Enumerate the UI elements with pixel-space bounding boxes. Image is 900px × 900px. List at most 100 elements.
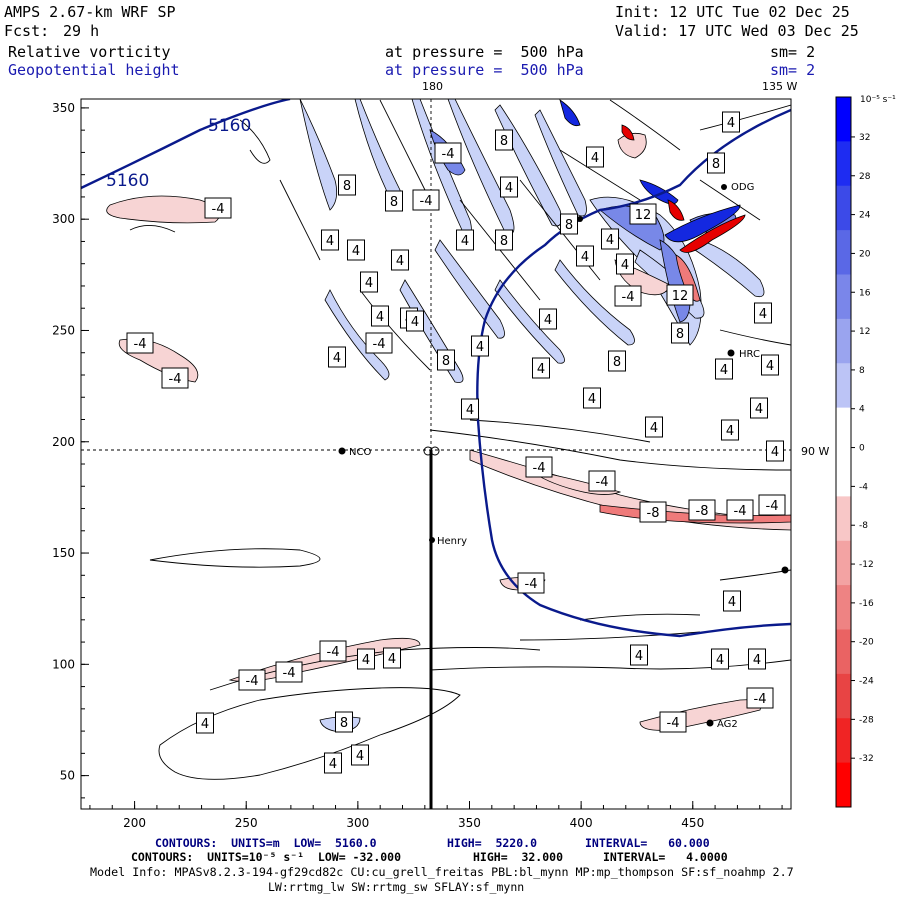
vorticity-label: 8 [495,129,513,151]
vorticity-label: 4 [722,111,740,133]
vorticity-label: 4 [196,712,214,734]
colorbar-swatch [836,141,851,187]
vorticity-label-text: -8 [647,506,660,521]
vorticity-label-box [630,644,648,666]
vorticity-label: 4 [748,648,766,670]
vorticity-label-box [608,350,626,372]
vorticity-label-box [758,494,786,516]
vorticity-label: -8 [639,501,667,523]
vorticity-label-box [616,253,634,275]
model-title: AMPS 2.67-km WRF SP [4,3,176,21]
vorticity-label-box [347,239,365,261]
height-label: 5160 [106,171,149,191]
y-tick-label: 200 [52,435,75,449]
vorticity-label: -4 [659,711,687,733]
vorticity-label: 4 [616,253,634,275]
vorticity-label-box [365,332,393,354]
vorticity-label: 8 [608,350,626,372]
vorticity-label-box [645,416,663,438]
colorbar-tick-label: -4 [859,482,868,492]
vorticity-label-text: 4 [388,652,396,667]
vorticity-label-text: 4 [466,403,474,418]
vorticity-label-box [321,229,339,251]
vorticity-label-text: -4 [442,147,455,162]
vorticity-label-text: 8 [565,218,573,233]
vorticity-label-text: 4 [461,234,469,249]
vorticity-label-text: 4 [329,757,337,772]
vorticity-label-text: -4 [766,499,779,514]
vorticity-label-box [586,146,604,168]
vorticity-label-box [750,397,768,419]
init-time: Init: 12 UTC Tue 02 Dec 25 [615,3,850,21]
station-ag2-label: AG2 [717,719,738,730]
vorticity-label-text: -4 [283,666,296,681]
x-tick-label: 200 [123,816,146,830]
vorticity-label-box [666,284,694,306]
vorticity-label-text: 4 [411,315,419,330]
vorticity-label-box [161,367,189,389]
vorticity-label-box [560,213,578,235]
vorticity-label-box [275,661,303,683]
vorticity-label-box [385,190,403,212]
height-contour-5160-a [81,99,291,190]
vorticity-label-box [371,305,389,327]
vorticity-label-box [721,419,739,441]
station-nco-label: NCO [349,447,371,458]
vorticity-label: -4 [614,285,642,307]
height-contour-5160-b [476,108,791,638]
vorticity-label-box [338,174,356,196]
colorbar-title: 10⁻⁵ s⁻¹ [860,95,896,105]
vorticity-label-text: 8 [343,179,351,194]
vorticity-label: 4 [357,648,375,670]
x-tick-label: 400 [570,816,593,830]
vorticity-label-text: 4 [727,116,735,131]
vorticity-label-box [437,349,455,371]
vorticity-label-box [525,456,553,478]
vorticity-label-text: 4 [365,276,373,291]
vorticity-label: 4 [500,176,518,198]
colorbar-tick-label: -32 [859,754,874,764]
vorticity-label-box [319,640,347,662]
vorticity-label-box [688,499,716,521]
vorticity-label: -4 [238,669,266,691]
colorbar-swatch [836,318,851,364]
vorticity-label: 8 [338,174,356,196]
vorticity-label-text: -4 [212,202,225,217]
field2-level: at pressure = 500 hPa [385,61,584,79]
vorticity-label: 4 [532,357,550,379]
height-contour-info-b: HIGH= 5220.0 [447,836,538,850]
vorticity-label: 12 [629,203,657,225]
vorticity-label-text: -4 [734,504,747,519]
vorticity-label: 8 [671,322,689,344]
vorticity-label-box [639,501,667,523]
vorticity-label: -4 [275,661,303,683]
vorticity-label-box [500,176,518,198]
colorbar-tick-label: 16 [859,288,871,298]
field2-name: Geopotential height [8,61,180,79]
colorbar-swatch [836,407,851,453]
vorticity-label: -4 [525,456,553,478]
vorticity-contour-info-c: INTERVAL= 4.0000 [603,850,728,864]
y-tick-label: 350 [52,101,75,115]
model-info: Model Info: MPASv8.2.3-194-gf29cd82c CU:… [90,865,794,879]
vorticity-label: 8 [495,229,513,251]
vorticity-label-text: -4 [667,716,680,731]
vorticity-label: 4 [456,229,474,251]
vorticity-label-text: 8 [390,195,398,210]
pole-marker [430,446,440,456]
colorbar-swatch [836,97,851,142]
colorbar-tick-label: -16 [859,599,874,609]
colorbar-swatch [836,762,851,808]
vorticity-label-box [576,245,594,267]
vorticity-label-text: -4 [246,674,259,689]
vorticity-label: 4 [324,752,342,774]
vorticity-label-box [614,285,642,307]
vorticity-label-text: 4 [326,234,334,249]
vorticity-label-text: 4 [376,310,384,325]
vorticity-label-box [748,648,766,670]
vorticity-label-text: 8 [500,234,508,249]
vorticity-label: 4 [539,308,557,330]
vorticity-label-text: 8 [712,157,720,172]
vorticity-label-text: 8 [613,355,621,370]
vorticity-label-text: 4 [728,595,736,610]
